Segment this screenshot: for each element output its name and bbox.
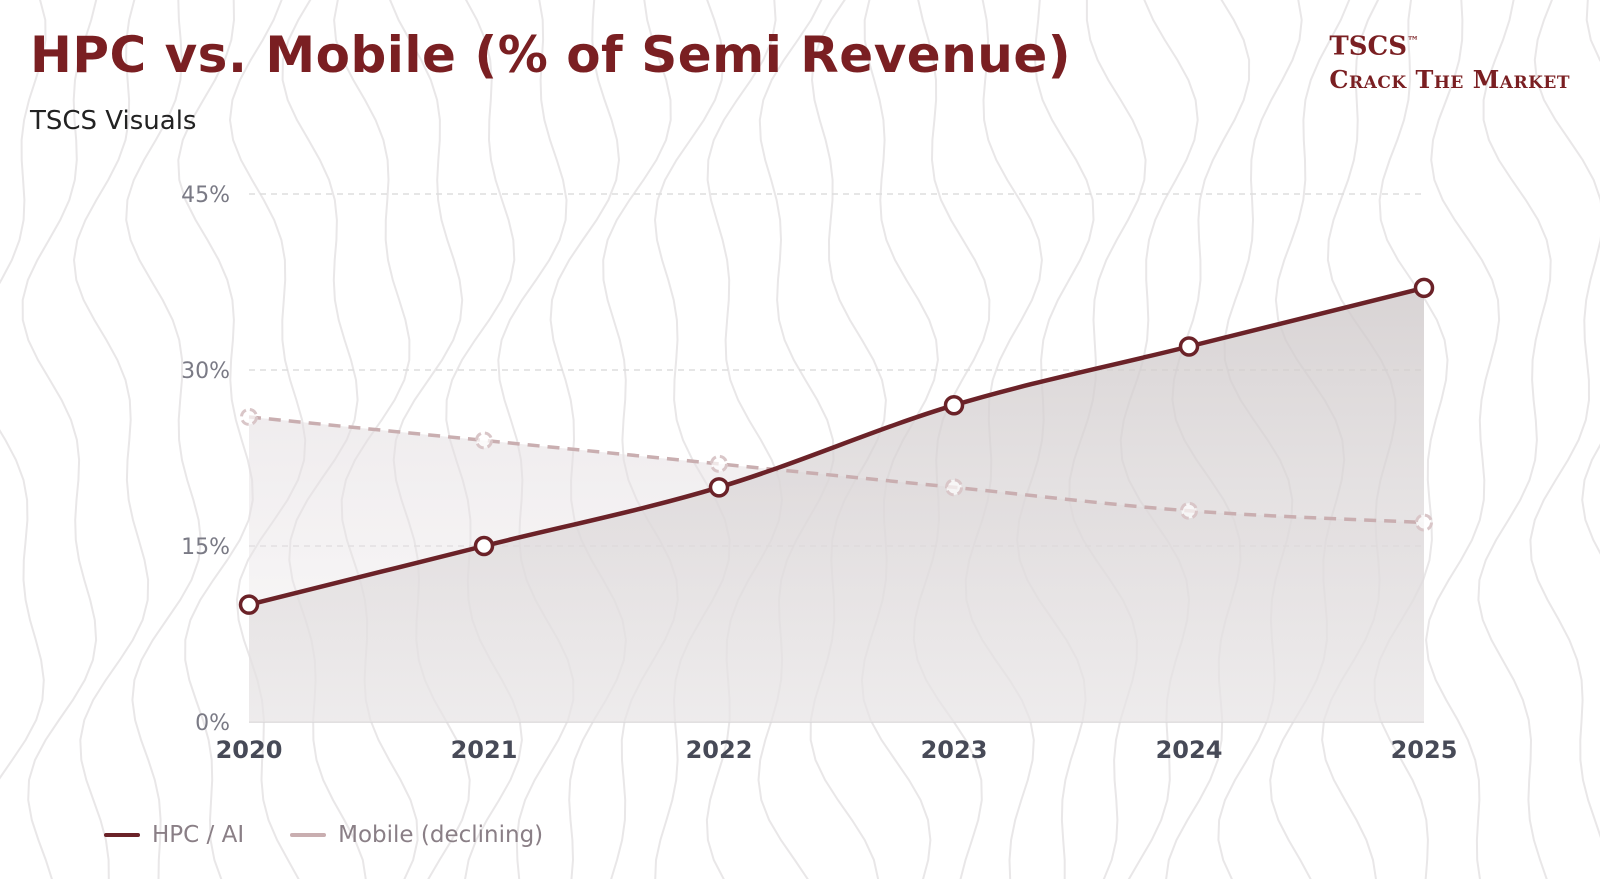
- contour-line: [653, 0, 731, 879]
- x-tick-label: 2020: [216, 736, 283, 764]
- contour-line: [21, 0, 98, 879]
- legend-item-hpc[interactable]: HPC / AI: [104, 822, 244, 848]
- series-line-mobile: [248, 415, 1425, 525]
- legend-swatch-mobile: [290, 833, 327, 837]
- legend-label-mobile: Mobile (declining): [338, 822, 544, 848]
- contour-line: [602, 0, 679, 879]
- contour-line: [705, 0, 784, 879]
- trademark-symbol: ™: [1407, 34, 1419, 48]
- point-hpc[interactable]: [1178, 336, 1200, 357]
- point-mobile[interactable]: [240, 407, 258, 426]
- point-hpc[interactable]: [708, 477, 730, 498]
- point-hpc[interactable]: [943, 394, 965, 416]
- y-tick-label: 45%: [181, 183, 230, 208]
- x-tick-label: 2022: [686, 736, 753, 764]
- brand-tagline: Crack The Market: [1329, 64, 1570, 94]
- contour-line: [757, 0, 835, 879]
- y-tick-label: 0%: [195, 711, 230, 736]
- point-mobile[interactable]: [1415, 513, 1433, 532]
- legend-item-mobile[interactable]: Mobile (declining): [290, 822, 543, 848]
- point-mobile[interactable]: [475, 431, 493, 450]
- y-tick-label: 30%: [181, 359, 230, 384]
- chart-title: HPC vs. Mobile (% of Semi Revenue): [30, 26, 1072, 84]
- point-mobile[interactable]: [1180, 501, 1198, 520]
- x-tick-label: 2023: [921, 736, 988, 764]
- brand-logo: TSCS™ Crack The Market: [1329, 26, 1570, 98]
- point-mobile[interactable]: [945, 478, 963, 497]
- contour-line: [1425, 0, 1501, 879]
- contour-line: [1477, 0, 1552, 879]
- legend-swatch-hpc: [104, 833, 140, 837]
- chart-legend: HPC / AI Mobile (declining): [104, 822, 589, 848]
- contour-line: [549, 0, 627, 879]
- legend-label-hpc: HPC / AI: [152, 822, 245, 848]
- point-mobile[interactable]: [710, 454, 728, 473]
- x-tick-label: 2025: [1391, 736, 1458, 764]
- contour-line: [125, 0, 202, 879]
- chart-subtitle: TSCS Visuals: [30, 106, 197, 136]
- contour-line: [177, 0, 254, 879]
- x-tick-label: 2024: [1156, 736, 1223, 764]
- point-hpc[interactable]: [1413, 277, 1435, 299]
- contour-line: [1529, 0, 1600, 839]
- x-tick-label: 2021: [451, 736, 518, 764]
- contour-line: [497, 0, 575, 879]
- point-hpc[interactable]: [238, 594, 260, 615]
- series-line-hpc: [246, 285, 1427, 607]
- contour-line: [1373, 0, 1449, 879]
- y-tick-label: 15%: [181, 535, 230, 560]
- point-hpc[interactable]: [473, 535, 495, 557]
- area-hpc: [249, 287, 1424, 722]
- contour-line: [72, 0, 150, 879]
- brand-name: TSCS: [1329, 31, 1407, 62]
- contour-line: [0, 0, 47, 780]
